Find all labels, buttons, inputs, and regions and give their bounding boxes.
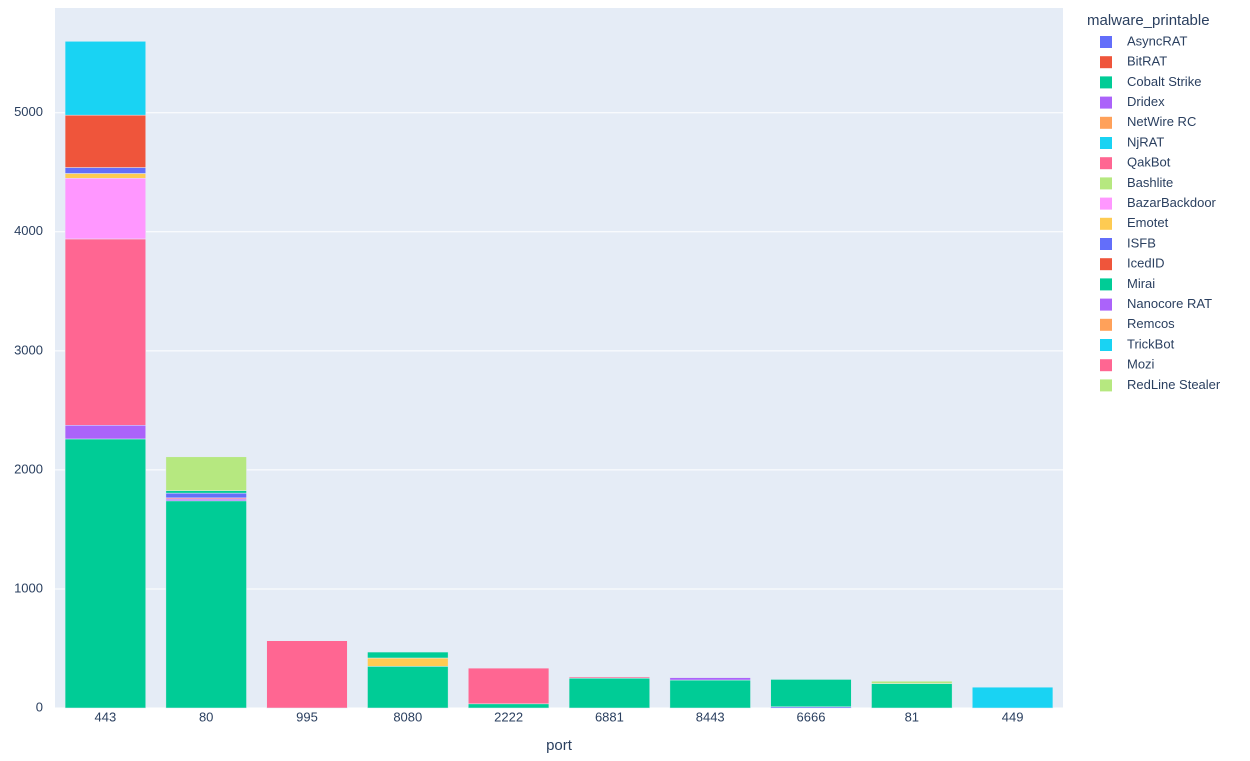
x-tick-label: 995 [296, 709, 318, 724]
legend-label[interactable]: Mozi [1127, 357, 1155, 372]
bar-segment [770, 679, 852, 708]
legend-swatch[interactable] [1100, 318, 1112, 331]
legend-swatch[interactable] [1100, 238, 1112, 250]
bar-segment [568, 676, 650, 679]
legend-label[interactable]: QakBot [1127, 155, 1171, 170]
legend-swatch[interactable] [1100, 137, 1112, 149]
legend-label[interactable]: Nanocore RAT [1127, 296, 1212, 311]
legend-label[interactable]: NetWire RC [1127, 114, 1196, 129]
legend-label[interactable]: BitRAT [1127, 54, 1167, 69]
legend-swatch[interactable] [1100, 157, 1112, 170]
legend-label[interactable]: Bashlite [1127, 175, 1173, 190]
x-tick-label: 80 [199, 709, 213, 724]
legend-swatch[interactable] [1100, 96, 1112, 109]
x-tick-label: 81 [905, 709, 919, 724]
y-tick-label: 4000 [14, 223, 43, 238]
y-tick-label: 0 [36, 699, 43, 714]
bar-segment [165, 492, 247, 499]
y-tick-label: 2000 [14, 461, 43, 476]
legend-label[interactable]: NjRAT [1127, 134, 1164, 149]
legend-label[interactable]: TrickBot [1127, 336, 1175, 351]
bar-segment [871, 680, 953, 684]
bar-segment [64, 438, 146, 709]
legend-swatch[interactable] [1100, 56, 1112, 69]
legend-swatch[interactable] [1100, 217, 1112, 230]
legend-label[interactable]: IcedID [1127, 256, 1165, 271]
bar-segment [64, 177, 146, 240]
legend-swatch[interactable] [1100, 339, 1112, 351]
legend-label[interactable]: Dridex [1127, 94, 1165, 109]
x-tick-label: 449 [1002, 709, 1024, 724]
bar-segment [367, 666, 449, 709]
legend-swatch[interactable] [1100, 76, 1112, 89]
legend-swatch[interactable] [1100, 298, 1112, 311]
legend-swatch[interactable] [1100, 197, 1112, 210]
bar-segment [972, 686, 1054, 709]
legend-label[interactable]: BazarBackdoor [1127, 195, 1217, 210]
legend-swatch[interactable] [1100, 36, 1112, 48]
y-tick-label: 1000 [14, 580, 43, 595]
legend-swatch[interactable] [1100, 177, 1112, 190]
legend-swatch[interactable] [1100, 258, 1112, 271]
legend-label[interactable]: ISFB [1127, 235, 1156, 250]
bar-segment [468, 667, 550, 705]
legend-label[interactable]: Emotet [1127, 215, 1169, 230]
bar-segment [64, 41, 146, 116]
bar-segment [165, 490, 247, 494]
legend-swatch[interactable] [1100, 278, 1112, 291]
legend-label[interactable]: AsyncRAT [1127, 33, 1187, 48]
bar-segment [367, 657, 449, 667]
legend-label[interactable]: Mirai [1127, 276, 1155, 291]
x-tick-label: 8443 [696, 709, 725, 724]
bar-segment [568, 677, 650, 709]
x-tick-label: 6666 [797, 709, 826, 724]
bar-segment [64, 167, 146, 174]
legend-label[interactable]: RedLine Stealer [1127, 377, 1221, 392]
bar-segment [367, 651, 449, 659]
x-tick-label: 6881 [595, 709, 624, 724]
bar-segment [468, 703, 550, 709]
legend-label[interactable]: Cobalt Strike [1127, 74, 1201, 89]
bar-segment [64, 114, 146, 168]
bar-segment [165, 498, 247, 502]
legend-title: malware_printable [1087, 12, 1210, 29]
bar-segment [165, 500, 247, 709]
legend-label[interactable]: Remcos [1127, 316, 1175, 331]
x-tick-label: 443 [95, 709, 117, 724]
bar-segment [64, 173, 146, 179]
y-tick-label: 5000 [14, 104, 43, 119]
legend-swatch[interactable] [1100, 359, 1112, 372]
bar-segment [669, 677, 751, 681]
bar-segment [64, 238, 146, 426]
bar-segment [669, 679, 751, 709]
legend-swatch[interactable] [1100, 116, 1112, 129]
bar-segment [64, 425, 146, 440]
bar-segment [266, 640, 348, 709]
bar-segment [165, 456, 247, 491]
x-tick-label: 2222 [494, 709, 523, 724]
y-tick-label: 3000 [14, 342, 43, 357]
x-tick-label: 8080 [393, 709, 422, 724]
x-axis-title: port [546, 737, 573, 754]
legend-swatch[interactable] [1100, 379, 1112, 392]
bar-segment [871, 683, 953, 709]
